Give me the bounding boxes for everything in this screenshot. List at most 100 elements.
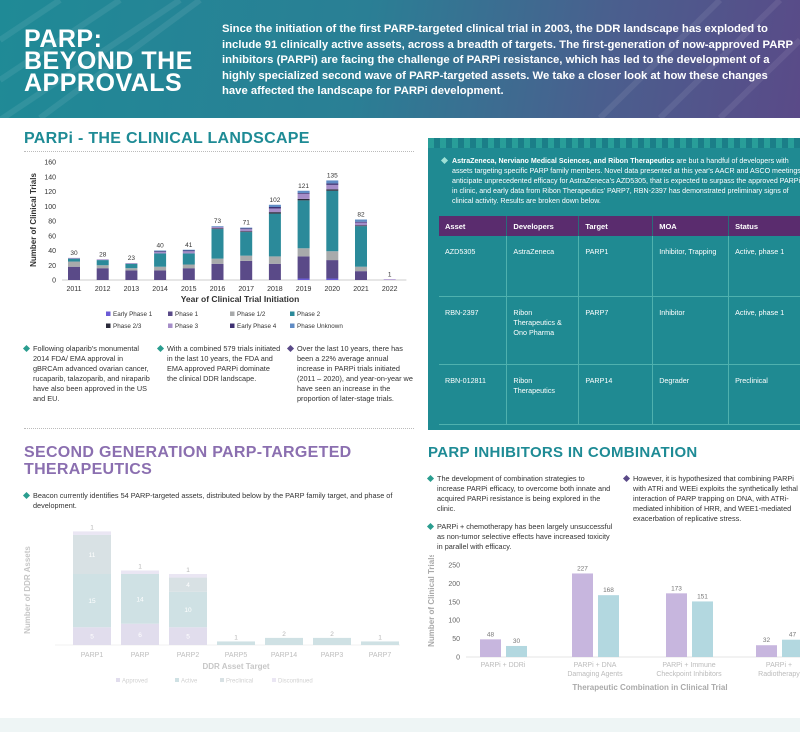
bar-value-label: 173 [671,585,682,592]
bar-segment [326,251,339,261]
bar-segment [268,208,281,213]
bar-segment [211,226,224,227]
combination-bullet-3: However, it is hypothesized that combini… [624,474,800,524]
segment-label: 2 [330,631,334,638]
y-tick-label: 100 [448,618,460,625]
status-cell: Active, phase 1 [728,296,800,365]
table-row: RBN-2397 Ribon Therapeutics & Ono Pharma… [439,296,800,365]
y-tick-label: 140 [44,174,56,181]
bar-total-label: 73 [214,218,222,225]
bar-segment [211,226,224,229]
column-header: Developers [506,216,580,236]
legend-label: Discontinued [278,679,313,685]
legend-swatch [168,311,173,316]
segment-label: 1 [186,567,190,574]
bar-segment [268,212,281,214]
x-tick-label: 2019 [296,286,312,293]
bar-segment [268,206,281,209]
combination-chart: 0 50 100 150 200 250 48 30 PARPi + DDRi 227 168 PAR… [427,555,800,692]
bar-segment [73,531,111,535]
bar-segment [297,192,310,194]
bar-total-label: 135 [327,172,338,179]
asset-cell: RBN-012811 [439,364,508,425]
landscape-bullet-1: Following olaparib's monumental 2014 FDA… [24,344,152,404]
landscape-heading: PARPi - THE CLINICAL LANDSCAPE [24,130,310,147]
bar-segment [182,268,195,280]
status-cell: Preclinical [728,364,800,425]
y-tick-label: 80 [48,219,56,226]
bar [598,595,619,657]
bar-total-label: 23 [128,255,136,262]
bar [756,645,777,657]
bar-segment [355,225,367,227]
x-tick-label: PARPi + DDRi [481,662,526,669]
second-gen-heading-line: THERAPEUTICS [24,461,153,478]
segment-label: 1 [378,634,382,641]
ddr-assets-chart: 515111PARP16141PARP51041PARP21PARP52PARP… [23,524,400,685]
segment-label: 15 [88,598,96,605]
y-tick-label: 150 [448,599,460,606]
bar-segment [211,258,224,264]
bar-segment [125,270,138,280]
page-title: PARP: BEYOND THE APPROVALS [24,27,193,96]
bar-segment [182,251,195,254]
bar-segment [268,256,281,264]
bar-segment [297,256,310,279]
second-gen-heading: SECOND GENERATION PARP-TARGETED THERAPEU… [24,444,352,478]
bar [506,645,527,657]
bar-segment [73,574,111,628]
legend-swatch [175,678,179,682]
bar-value-label: 32 [763,637,771,644]
bar-value-label: 47 [789,632,797,639]
bar-segment [268,263,281,280]
bar-segment [169,574,207,578]
bar [572,573,593,657]
table-intro-text: are but a handful of developers with ass… [452,157,800,205]
legend-label: Phase 2 [297,311,321,318]
target-cell: PARP14 [578,364,654,425]
combination-heading: PARP INHIBITORS IN COMBINATION [428,444,698,461]
segment-label: 5 [186,634,190,641]
bar-segment [154,266,167,271]
bar-segment [313,637,351,645]
table-intro: AstraZeneca, Nerviano Medical Sciences, … [442,156,800,206]
bar-segment [96,260,109,266]
x-tick-label: PARPi + Immune [662,662,715,669]
header-pattern [0,0,800,118]
y-tick-label: 50 [452,636,460,643]
bar-segment [154,253,167,267]
bar-segment [240,228,253,230]
bar-segment [182,253,195,265]
bar [782,639,800,657]
target-cell: PARP7 [578,296,654,365]
developers-cell: AstraZeneca [506,236,580,297]
x-tick-label: Damaging Agents [567,671,623,678]
x-tick-label: PARP7 [369,652,392,659]
bar-segment [211,228,224,230]
bar-segment [125,263,138,269]
x-tick-label: 2013 [124,286,140,293]
legend-swatch [290,311,295,316]
bar-segment [355,221,367,223]
x-tick-label: PARPi + DNA [574,662,617,669]
x-tick-label: 2015 [181,286,197,293]
second-gen-heading-line: SECOND GENERATION PARP-TARGETED [24,444,352,461]
x-tick-label: Checkpoint Inhibitors [656,671,722,678]
table-intro-developers: AstraZeneca, Nerviano Medical Sciences, … [452,157,675,165]
y-axis-label: Number of DDR Assets [23,546,32,634]
bar-value-label: 168 [603,587,614,594]
moa-cell: Inhibitor [652,296,730,365]
bar-segment [361,641,399,645]
bar-segment [326,180,339,184]
bar-segment [73,627,111,645]
bar [666,593,687,657]
legend-swatch [290,323,295,328]
developers-cell: Ribon Therapeutics [506,364,580,425]
y-tick-label: 60 [48,233,56,240]
x-axis-label: DDR Asset Target [202,662,269,671]
legend-label: Preclinical [226,679,253,685]
target-cell: PARP1 [578,236,654,297]
legend-swatch [230,323,235,328]
bar-segment [240,255,253,261]
y-tick-label: 0 [52,278,56,285]
